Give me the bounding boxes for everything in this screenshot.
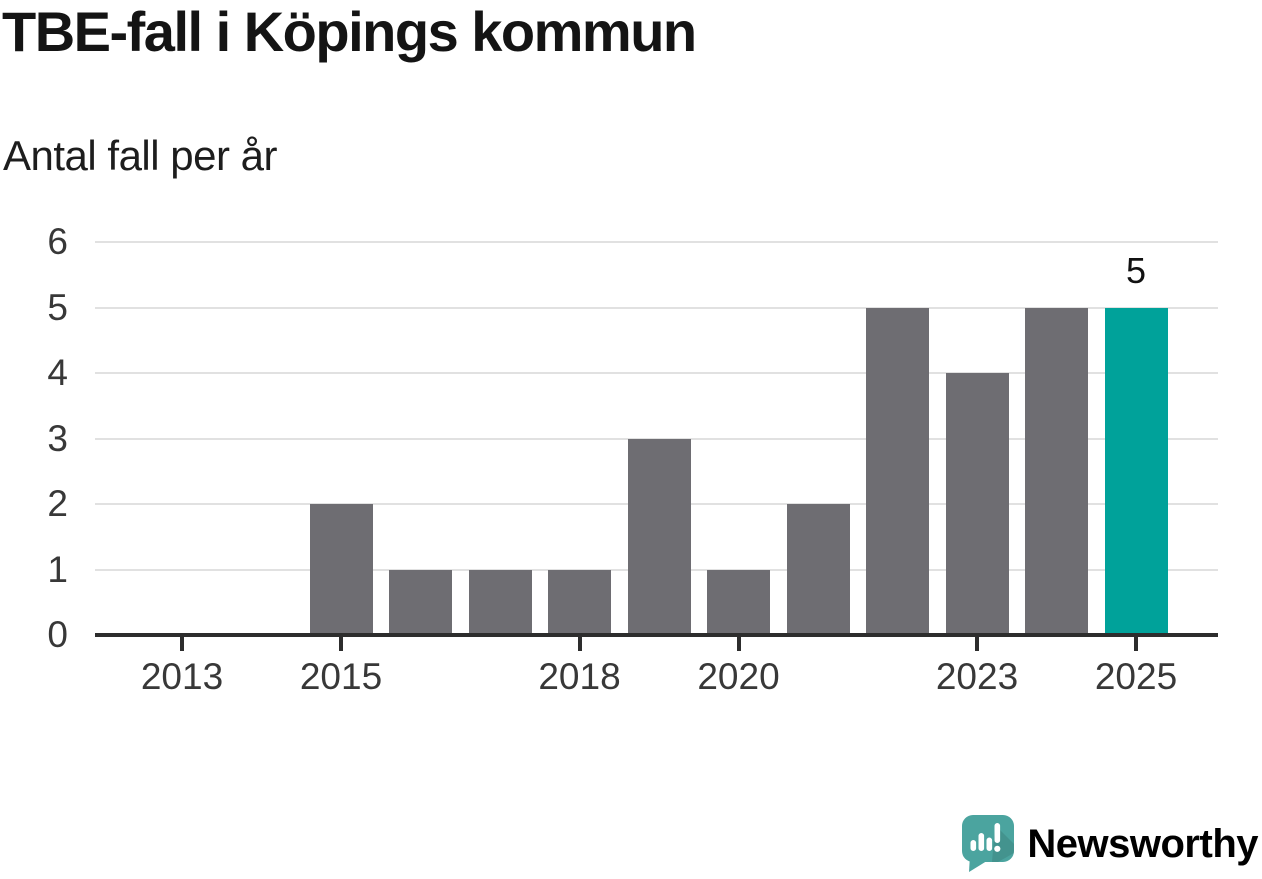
bar xyxy=(309,504,373,633)
x-axis-tick xyxy=(736,637,741,651)
bar xyxy=(786,504,850,633)
bar xyxy=(389,569,452,633)
newsworthy-wordmark: Newsworthy xyxy=(1027,821,1258,866)
x-axis-tick xyxy=(339,637,343,651)
y-axis-tick-label: 3 xyxy=(47,417,68,459)
x-axis-tick-label: 2020 xyxy=(697,656,780,697)
newsworthy-logo-icon xyxy=(962,815,1015,872)
x-axis-tick-label: 2018 xyxy=(538,656,621,697)
bar xyxy=(866,307,929,633)
y-axis-tick-label: 4 xyxy=(47,352,68,393)
x-axis-tick-label: 2013 xyxy=(140,656,224,697)
y-axis-tick-label: 1 xyxy=(47,548,68,590)
x-axis-tick xyxy=(577,637,582,651)
y-axis-tick-label: 2 xyxy=(47,483,68,524)
newsworthy-branding: Newsworthy xyxy=(962,815,1258,873)
bar-highlighted xyxy=(1104,307,1168,633)
x-axis-tick xyxy=(1134,637,1138,651)
y-axis-tick-label: 6 xyxy=(47,221,68,262)
gridline xyxy=(95,241,1218,243)
bar xyxy=(627,438,691,633)
chart-title: TBE-fall i Köpings kommun xyxy=(2,0,697,63)
bar xyxy=(707,569,770,633)
x-axis-tick-label: 2023 xyxy=(935,656,1019,697)
x-axis-tick-label: 2015 xyxy=(299,656,383,697)
x-axis-tick-label: 2025 xyxy=(1094,656,1178,697)
bar-value-label: 5 xyxy=(1125,250,1147,291)
y-axis-tick-label: 5 xyxy=(47,286,68,328)
x-axis-line xyxy=(95,633,1218,637)
x-axis-tick xyxy=(180,637,184,651)
gridline xyxy=(95,372,1218,374)
chart-subtitle: Antal fall per år xyxy=(3,132,277,179)
gridline xyxy=(95,306,1218,309)
bar xyxy=(1025,307,1088,633)
y-axis-tick-label: 0 xyxy=(47,614,68,655)
bar xyxy=(945,373,1009,633)
x-axis-tick xyxy=(975,637,979,651)
bar xyxy=(468,569,532,633)
bar xyxy=(548,569,611,633)
